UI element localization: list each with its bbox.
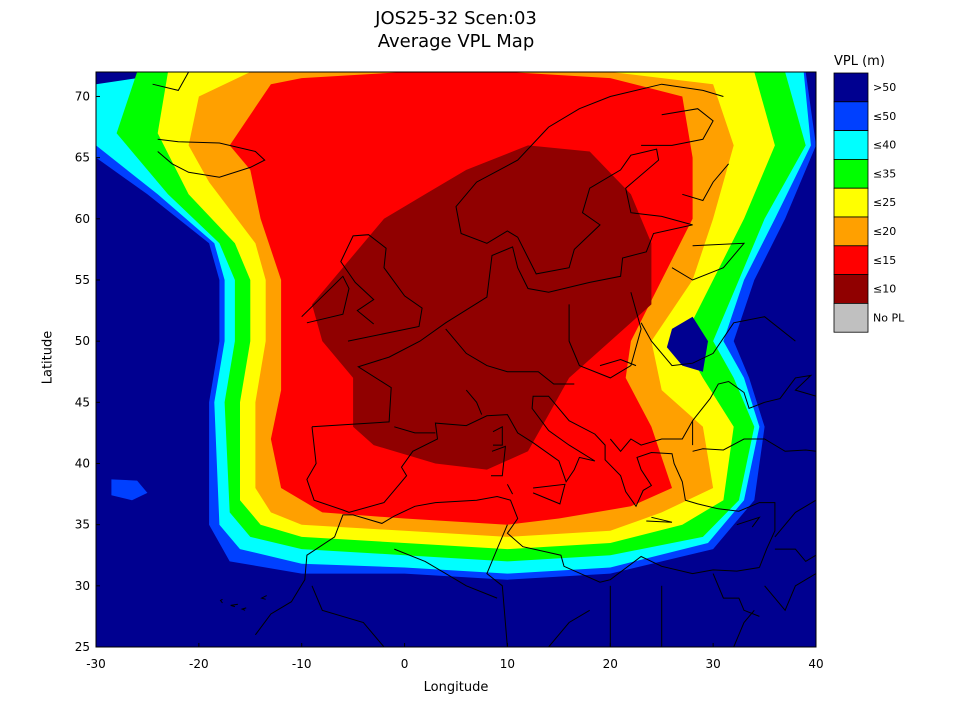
legend-swatch [833, 101, 869, 132]
y-axis-ticks: 25 30 35 40 45 50 55 60 65 70 [75, 89, 100, 654]
coastline-segment-37 [774, 548, 816, 563]
legend-swatch [833, 302, 869, 333]
legend-label: ≤25 [873, 196, 896, 209]
x-axis-label: Longitude [423, 680, 489, 695]
coastline-segment-36 [764, 573, 816, 612]
y-tick-label: 55 [75, 273, 90, 287]
contour-region-8 [111, 479, 148, 501]
legend-swatch [833, 72, 869, 103]
y-tick-label: 25 [75, 640, 90, 654]
coastline-segment-9 [219, 598, 223, 604]
x-tick-label: 20 [603, 657, 618, 671]
legend-label: ≤50 [873, 110, 896, 123]
coastline-segment-2 [340, 234, 423, 342]
x-tick-label: 40 [808, 657, 823, 671]
coastline-segment-13 [491, 445, 506, 477]
coastline-segment-29 [774, 499, 816, 538]
legend-swatch [833, 245, 869, 276]
coastline-segment-14 [492, 425, 503, 446]
coastline-segment-4 [306, 395, 776, 568]
coastline-segment-1 [301, 275, 350, 324]
coastline-segment-16 [646, 516, 673, 523]
y-tick-label: 70 [75, 89, 90, 103]
coastline-segment-10 [230, 603, 238, 608]
x-tick-label: 10 [500, 657, 515, 671]
chart-title: JOS25-32 Scen:03 [375, 8, 537, 29]
x-tick-label: -20 [189, 657, 209, 671]
y-tick-label: 35 [75, 518, 90, 532]
coastline-layer [152, 72, 816, 647]
legend-swatch [833, 216, 869, 247]
coastline-segment-21 [394, 426, 436, 434]
legend-label: ≤15 [873, 254, 896, 267]
legend-swatch [833, 274, 869, 304]
plot-frame [95, 71, 817, 648]
coastline-segment-27 [641, 108, 714, 146]
legend-label: >50 [873, 81, 896, 94]
chart-subtitle: Average VPL Map [377, 31, 535, 52]
legend-label: ≤20 [873, 225, 896, 238]
legend-label: ≤35 [873, 167, 896, 180]
coastline-segment-22 [465, 389, 483, 415]
coastline-segment-5 [254, 495, 760, 636]
coastline-segment-35 [712, 573, 760, 617]
legend: >50 ≤50 ≤40 ≤35 ≤25 ≤20 ≤15 ≤10 No PL [833, 72, 905, 333]
y-tick-label: 40 [75, 456, 90, 470]
coastline-segment-39 [733, 609, 755, 647]
coastline-segment-24 [599, 358, 637, 367]
legend-title: VPL (m) [834, 54, 885, 69]
x-tick-label: 0 [401, 657, 409, 671]
legend-swatch [833, 187, 869, 218]
x-tick-label: -30 [86, 657, 106, 671]
legend-label: ≤40 [873, 139, 896, 152]
coastline-segment-6 [692, 438, 816, 452]
coastline-segment-0 [157, 138, 266, 178]
coastline-segment-23 [609, 420, 694, 453]
y-tick-label: 65 [75, 151, 90, 165]
coastline-segment-25 [640, 316, 796, 367]
contour-region-7 [666, 316, 708, 372]
contour-region-6 [312, 145, 652, 470]
coastline-segment-7 [692, 374, 816, 446]
coastline-segment-3 [311, 83, 724, 428]
coastline-segment-18 [506, 484, 514, 495]
coastline-segment-30 [486, 524, 508, 647]
contour-layer [96, 72, 816, 580]
x-tick-label: 30 [706, 657, 721, 671]
x-tick-label: -10 [292, 657, 312, 671]
y-tick-label: 60 [75, 212, 90, 226]
y-tick-label: 45 [75, 395, 90, 409]
legend-label: No PL [873, 311, 905, 324]
coastline-segment-19 [568, 292, 642, 379]
coastline-segment-28 [682, 163, 729, 202]
coastline-segment-8 [152, 72, 190, 91]
x-axis-ticks: -30 -20 -10 0 10 20 30 40 [86, 643, 824, 671]
legend-label: ≤10 [873, 283, 896, 296]
coastline-segment-34 [394, 548, 498, 599]
coastline-segment-33 [311, 585, 385, 647]
y-tick-label: 50 [75, 334, 90, 348]
y-tick-label: 30 [75, 579, 90, 593]
plot-area [96, 72, 816, 647]
coastline-segment-20 [445, 328, 575, 385]
coastline-segment-26 [671, 242, 746, 281]
coastline-segment-12 [260, 595, 267, 600]
legend-swatch [833, 158, 869, 189]
coastline-segment-15 [532, 483, 566, 505]
coastline-segment-38 [548, 609, 590, 647]
coastline-segment-17 [736, 516, 761, 528]
coastline-segment-11 [240, 607, 247, 611]
legend-swatch [833, 130, 869, 160]
